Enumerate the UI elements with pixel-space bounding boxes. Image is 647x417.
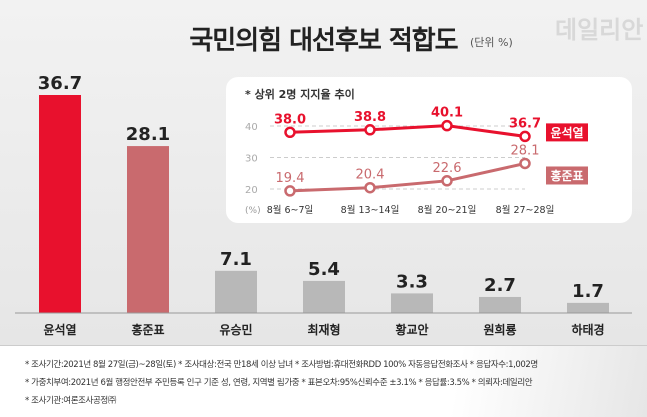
x-tick-label: 8월 6~7일 (267, 204, 314, 216)
series-line (289, 162, 526, 193)
category-label: 윤석열 (43, 322, 76, 337)
bar (215, 270, 257, 313)
bar-value-label: 2.7 (484, 275, 516, 296)
bar-value-label: 5.4 (308, 259, 340, 280)
footer-line: * 조사기관:여론조사공정㈜ (25, 396, 116, 406)
category-label: 유승민 (219, 322, 252, 337)
footer-line: * 조사기간:2021년 8월 27일(금)~28일(토) * 조사대상:전국 … (25, 360, 538, 370)
watermark-logo: 데일리안 (555, 16, 644, 44)
series-line (289, 124, 526, 138)
y-tick-label: 40 (245, 122, 258, 133)
bar (479, 296, 521, 313)
bar (127, 146, 169, 313)
point-label: 36.7 (509, 116, 541, 131)
bar (303, 280, 345, 313)
data-point (284, 185, 296, 197)
point-label: 38.8 (354, 110, 386, 125)
x-tick-label: 8월 20~21일 (418, 204, 477, 216)
data-point (441, 175, 453, 187)
footer-line: * 가중치부여:2021년 6월 행정안전부 주민등록 인구 기준 성, 연령,… (25, 378, 533, 388)
legend-label: 홍준표 (550, 168, 583, 183)
trend-title: * 상위 2명 지지율 추이 (245, 87, 355, 101)
point-label: 19.4 (276, 171, 305, 186)
category-label: 홍준표 (131, 322, 164, 337)
point-label: 20.4 (356, 168, 385, 183)
bar-value-label: 1.7 (572, 281, 604, 302)
data-point (364, 181, 376, 194)
data-point (441, 119, 453, 132)
trend-panel (226, 77, 632, 223)
bar-value-label: 3.3 (396, 271, 428, 292)
legend-badge (546, 166, 588, 185)
data-point (284, 126, 296, 139)
chart-area: 36.7 윤석열 28.1 홍준표 7.1 유승민 5.4 최재형 3.3 황교안 2.7 원희룡 1.… (15, 73, 632, 337)
y-tick-label: 30 (245, 154, 258, 165)
category-label: 하태경 (571, 322, 604, 337)
y-unit-label: (%) (245, 206, 261, 216)
footer-notes: * 조사기간:2021년 8월 27일(금)~28일(토) * 조사대상:전국 … (0, 345, 647, 417)
bar (391, 293, 433, 313)
bar (567, 302, 609, 313)
x-tick-label: 8월 27~28일 (496, 204, 555, 216)
category-label: 최재형 (307, 322, 340, 337)
data-point (364, 124, 376, 136)
x-tick-label: 8월 13~14일 (341, 204, 400, 216)
point-label: 38.0 (274, 112, 306, 127)
unit-label: (단위 %) (470, 36, 513, 49)
legend-label: 윤석열 (550, 125, 583, 140)
category-label: 원희룡 (483, 322, 516, 337)
bar (39, 95, 81, 313)
data-point (519, 157, 531, 170)
data-point (519, 130, 531, 143)
bar-value-label: 28.1 (126, 124, 170, 145)
legend-badge (546, 123, 588, 142)
point-label: 40.1 (431, 106, 463, 121)
page-title: 국민의힘 대선후보 적합도 (189, 26, 458, 56)
point-label: 22.6 (433, 161, 462, 176)
point-label: 28.1 (511, 143, 540, 158)
bar-value-label: 36.7 (38, 73, 82, 94)
bar-value-label: 7.1 (220, 249, 252, 270)
category-label: 황교안 (395, 322, 428, 337)
y-tick-label: 20 (245, 185, 258, 196)
